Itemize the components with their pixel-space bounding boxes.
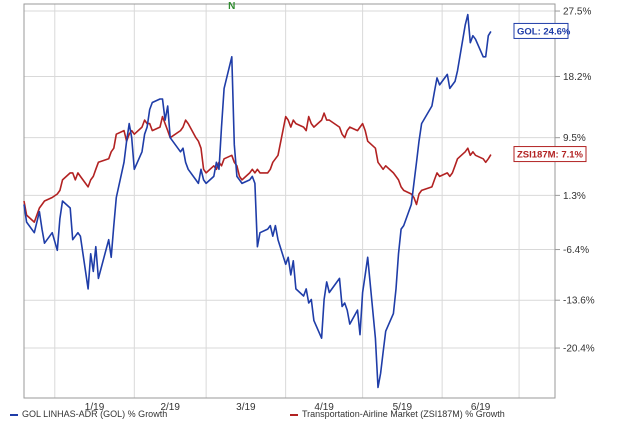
series-line-zsi187m <box>23 112 492 223</box>
legend-label-zsi187m: Transportation-Airline Market (ZSI187M) … <box>302 409 505 419</box>
plot-frame <box>23 3 556 399</box>
legend-item-gol: GOL LINHAS-ADR (GOL) % Growth <box>10 409 167 419</box>
legend: GOL LINHAS-ADR (GOL) % Growth Transporta… <box>0 406 620 426</box>
end-label-box <box>513 146 587 163</box>
end-label-box <box>513 22 569 39</box>
axes: 27.5% 18.2% 9.5% 1.3% -6.4% -13.6% -20.4% 1/19 2… <box>23 1 595 413</box>
series-line-gol <box>23 13 492 389</box>
y-tick-label: -6.4% <box>563 245 589 256</box>
end-label-text: GOL: 24.6% <box>517 26 571 37</box>
y-tick-label: -13.6% <box>563 296 595 307</box>
series-lines <box>23 13 492 389</box>
gridlines <box>24 4 555 398</box>
y-tick-label: 9.5% <box>563 133 586 144</box>
legend-swatch-gol <box>10 413 18 416</box>
end-labels: GOL: 24.6% ZSI187M: 7.1% <box>513 22 587 163</box>
y-tick-label: 1.3% <box>563 191 586 202</box>
x-tick-label: 6/19 <box>471 402 491 413</box>
x-tick-label: 3/19 <box>236 402 256 413</box>
y-tick-label: 27.5% <box>563 7 591 18</box>
x-tick-label: 2/19 <box>160 402 180 413</box>
end-label-zsi187m: ZSI187M: 7.1% <box>513 146 587 163</box>
news-marker: N <box>228 1 235 12</box>
x-tick-label: 5/19 <box>393 402 413 413</box>
x-tick-label: 1/19 <box>85 402 105 413</box>
y-tick-label: -20.4% <box>563 344 595 355</box>
legend-swatch-zsi187m <box>290 413 298 416</box>
x-tick-label: 4/19 <box>314 402 334 413</box>
legend-label-gol: GOL LINHAS-ADR (GOL) % Growth <box>22 409 168 419</box>
end-label-text: ZSI187M: 7.1% <box>517 150 584 161</box>
end-label-gol: GOL: 24.6% <box>513 22 571 39</box>
legend-item-zsi187m: Transportation-Airline Market (ZSI187M) … <box>290 409 505 419</box>
y-tick-label: 18.2% <box>563 72 591 83</box>
